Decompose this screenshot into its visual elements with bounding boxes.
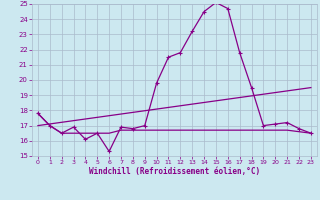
X-axis label: Windchill (Refroidissement éolien,°C): Windchill (Refroidissement éolien,°C) xyxy=(89,167,260,176)
